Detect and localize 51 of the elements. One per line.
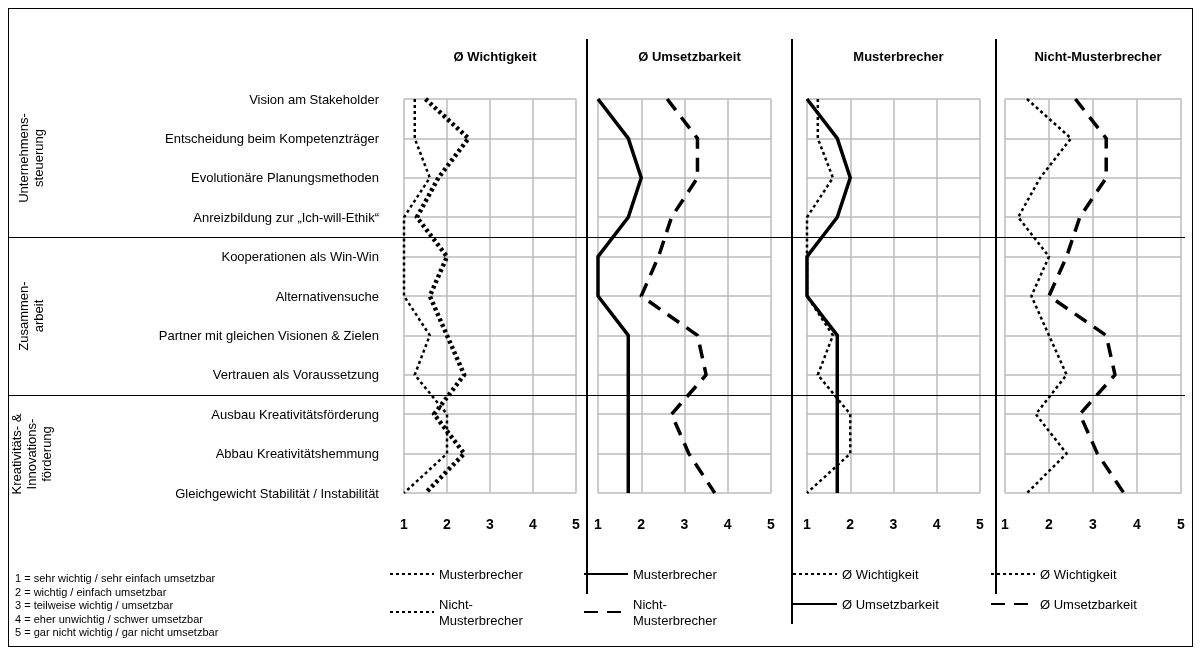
legend-label: Nicht-Musterbrecher [439, 596, 524, 628]
text: Unternehmens-steuerung [16, 112, 46, 205]
x-tick-label: 2 [443, 516, 452, 532]
y-tick-label: Entscheidung beim Kompetenzträger [165, 130, 380, 146]
x-tick-label: 1 [1001, 516, 1010, 532]
x-tick-label: 4 [723, 516, 732, 532]
legend-label: Ø Wichtigkeit [842, 566, 919, 582]
text: 5 = gar nicht wichtig / gar nicht umsetzbar [15, 626, 219, 640]
text: Kreativitäts- & Innovations-förderung [8, 412, 54, 497]
chart-title: Ø Umsetzbarkeit [638, 49, 742, 64]
x-tick-label: 3 [486, 516, 495, 532]
legend-label: Ø Umsetzbarkeit [842, 596, 940, 612]
y-tick-label: Gleichgewicht Stabilität / Instabilität [175, 485, 380, 501]
text: 2 = wichtig / einfach umsetzbar [15, 585, 168, 599]
text: 3 = teilweise wichtig / umsetzbar [15, 599, 175, 613]
text: 1 = sehr wichtig / sehr einfach umsetzbar [15, 572, 217, 586]
x-tick-label: 2 [846, 516, 855, 532]
x-tick-label: 1 [400, 516, 409, 532]
y-tick-label: Kooperationen als Win-Win [221, 249, 379, 265]
y-tick-label: Evolutionäre Planungsmethoden [191, 170, 379, 186]
x-tick-label: 5 [767, 516, 776, 532]
chart-title: Nicht-Musterbrecher [1034, 49, 1162, 64]
y-tick-label: Alternativensuche [275, 288, 379, 304]
y-tick-label: Abbau Kreativitätshemmung [215, 446, 379, 462]
x-tick-label: 3 [680, 516, 689, 532]
y-tick-label: Anreizbildung zur „Ich-will-Ethik“ [193, 209, 379, 225]
x-tick-label: 4 [1133, 516, 1142, 532]
x-tick-label: 2 [1045, 516, 1054, 532]
text: 4 = eher unwichtig / schwer umsetzbar [15, 612, 204, 626]
x-tick-label: 4 [932, 516, 941, 532]
x-tick-label: 2 [637, 516, 646, 532]
x-tick-label: 1 [803, 516, 812, 532]
legend-label: Nicht-Musterbrecher [633, 596, 718, 628]
legend-label: Musterbrecher [439, 566, 524, 582]
y-tick-label: Vertrauen als Voraussetzung [212, 367, 379, 383]
x-tick-label: 5 [976, 516, 985, 532]
x-tick-label: 4 [529, 516, 538, 532]
chart-title: Ø Wichtigkeit [453, 49, 538, 64]
x-tick-label: 5 [572, 516, 581, 532]
legend-label: Ø Wichtigkeit [1040, 566, 1117, 582]
text: Zusammen-arbeit [16, 280, 46, 353]
legend-label: Ø Umsetzbarkeit [1040, 596, 1138, 612]
y-tick-label: Vision am Stakeholder [249, 91, 380, 107]
y-tick-label: Partner mit gleichen Visionen & Zielen [158, 327, 379, 343]
y-tick-label: Ausbau Kreativitätsförderung [211, 406, 379, 422]
x-tick-label: 1 [594, 516, 603, 532]
legend-label: Musterbrecher [633, 566, 718, 582]
x-tick-label: 5 [1177, 516, 1186, 532]
x-tick-label: 3 [1089, 516, 1098, 532]
x-tick-label: 3 [889, 516, 898, 532]
chart-title: Musterbrecher [853, 49, 944, 64]
